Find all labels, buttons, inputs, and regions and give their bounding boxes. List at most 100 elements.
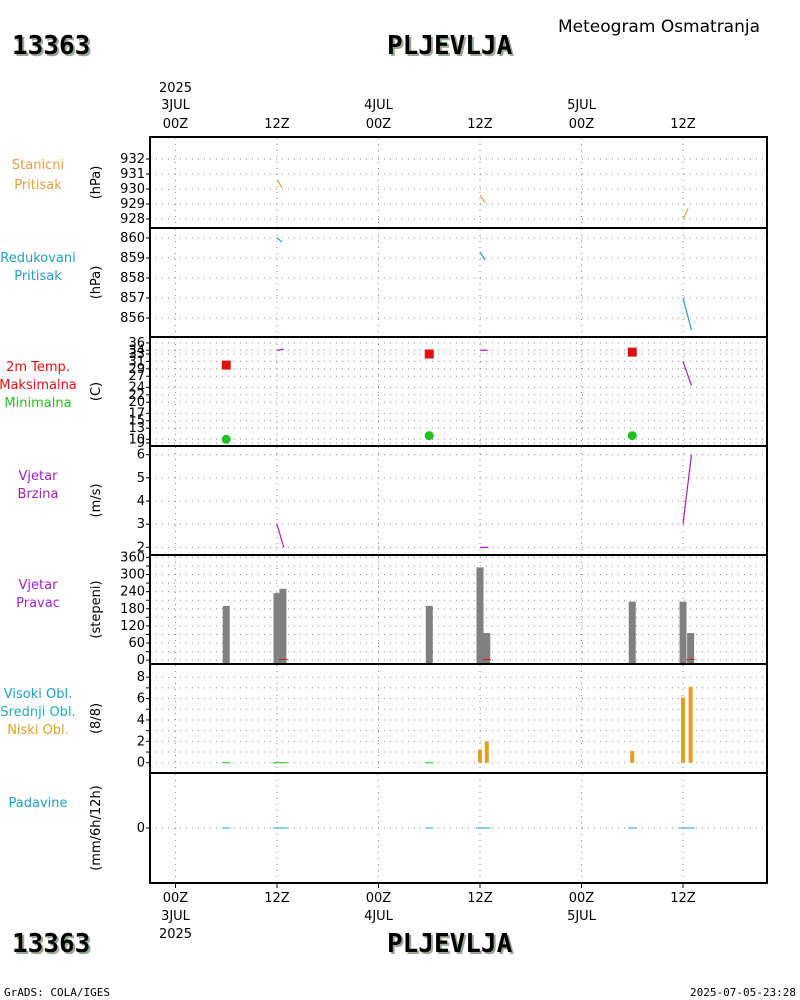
- panel-label: Niski Obl.: [7, 723, 69, 738]
- panel-label: Brzina: [18, 487, 59, 502]
- y-tick-label: 0: [137, 653, 145, 668]
- wind-direction-bar: [279, 588, 287, 663]
- station-name-shadow: PLJEVLJA: [389, 33, 515, 63]
- y-tick-label: 858: [120, 271, 145, 286]
- low-cloud-bar: [484, 741, 489, 763]
- tmax-point: [221, 360, 231, 370]
- y-tick-label: 360: [120, 550, 145, 565]
- panel-label: Pritisak: [14, 269, 62, 284]
- y-tick-label: 3: [137, 517, 145, 532]
- time-hour-bottom: 12Z: [467, 891, 493, 906]
- y-tick-label: 6: [137, 692, 145, 707]
- time-hour-bottom: 00Z: [163, 891, 189, 906]
- y-tick-label: 2: [137, 540, 145, 555]
- time-hour-top: 12Z: [467, 117, 493, 132]
- y-tick-label: 856: [120, 311, 145, 326]
- y-tick-label: 36: [128, 336, 145, 351]
- y-axis-unit: (8/8): [89, 703, 104, 734]
- time-hour-top: 00Z: [366, 117, 392, 132]
- time-date-top: 5JUL: [567, 98, 597, 113]
- time-year-top: 2025: [159, 81, 192, 96]
- panel-label: Redukovani: [0, 251, 75, 266]
- y-tick-label: 24: [128, 380, 145, 395]
- y-tick-label: 15: [128, 414, 145, 429]
- y-tick-label: 8: [137, 670, 145, 685]
- y-tick-label: 17: [128, 406, 145, 421]
- panel-label: Srednji Obl.: [0, 705, 75, 720]
- series-line: [276, 179, 283, 188]
- y-tick-label: 120: [120, 619, 145, 634]
- time-hour-bottom: 12Z: [264, 891, 290, 906]
- station-id-shadow: 13363: [14, 33, 92, 63]
- panel-label: Pritisak: [14, 178, 62, 193]
- time-date-bottom: 3JUL: [161, 909, 191, 924]
- y-tick-label: 34: [128, 343, 145, 358]
- y-axis-unit: (C): [89, 382, 104, 401]
- y-tick-label: 180: [120, 602, 145, 617]
- tmin-point: [627, 431, 637, 441]
- y-axis-unit: (mm/6h/12h): [89, 785, 104, 871]
- panel-label: Minimalna: [4, 396, 71, 411]
- wind-direction-bar: [687, 633, 695, 663]
- y-tick-label: 6: [137, 448, 145, 463]
- y-tick-label: 31: [128, 354, 145, 369]
- y-tick-label: 859: [120, 251, 145, 266]
- wind-direction-bar: [628, 601, 636, 663]
- footer-station-id: 13363: [12, 929, 90, 959]
- wind-direction-bar: [483, 633, 491, 663]
- panel-label: Pravac: [16, 596, 60, 611]
- wind-direction-bar: [273, 593, 281, 663]
- y-tick-label: 29: [128, 362, 145, 377]
- y-tick-label: 4: [137, 494, 145, 509]
- y-tick-label: 4: [137, 713, 145, 728]
- wind-direction-bar: [222, 605, 230, 663]
- panel-frame: [149, 445, 768, 556]
- y-tick-label: 20: [128, 395, 145, 410]
- footer-station-name: PLJEVLJA: [387, 929, 513, 959]
- chart-title: Meteogram Osmatranja: [558, 17, 760, 37]
- y-tick-label: 0: [137, 821, 145, 836]
- panel-label: Padavine: [9, 796, 68, 811]
- y-tick-label: 857: [120, 291, 145, 306]
- panel-frame: [149, 772, 768, 884]
- y-tick-label: 860: [120, 231, 145, 246]
- footer-station-id-shadow: 13363: [14, 931, 92, 961]
- series-line: [682, 454, 693, 525]
- low-cloud-bar: [681, 697, 685, 763]
- y-tick-label: 5: [137, 471, 145, 486]
- y-axis-unit: (hPa): [89, 166, 104, 200]
- series-line: [276, 237, 283, 243]
- y-tick-label: 27: [128, 369, 145, 384]
- time-hour-top: 00Z: [569, 117, 595, 132]
- time-date-top: 4JUL: [364, 98, 394, 113]
- time-date-bottom: 5JUL: [567, 909, 597, 924]
- y-tick-label: 931: [120, 167, 145, 182]
- y-tick-label: 33: [128, 347, 145, 362]
- panel-label: Visoki Obl.: [4, 687, 72, 702]
- software-credit: GrADS: COLA/IGES: [4, 986, 110, 999]
- wind-direction-bar: [425, 605, 433, 663]
- series-line: [682, 297, 693, 331]
- tmin-point: [424, 431, 434, 441]
- panel-label: Stanicni: [12, 158, 64, 173]
- y-tick-label: 9: [137, 436, 145, 451]
- series-line: [276, 348, 284, 351]
- time-date-top: 3JUL: [161, 98, 191, 113]
- y-tick-label: 930: [120, 182, 145, 197]
- series-line: [682, 208, 689, 220]
- y-axis-unit: (m/s): [89, 484, 104, 518]
- panel-frame: [149, 554, 768, 665]
- plot-area: 928929930931932(hPa)StanicniPritisak8568…: [0, 81, 768, 942]
- time-hour-top: 12Z: [670, 117, 696, 132]
- tmax-point: [424, 349, 434, 359]
- time-hour-bottom: 00Z: [366, 891, 392, 906]
- time-hour-bottom: 00Z: [569, 891, 595, 906]
- y-axis-unit: (hPa): [89, 266, 104, 300]
- y-tick-label: 10: [128, 432, 145, 447]
- series-line: [682, 361, 693, 386]
- series-line: [479, 251, 486, 261]
- panel-frame: [149, 663, 768, 774]
- panel-label: Vjetar: [19, 469, 59, 484]
- y-tick-label: 60: [128, 636, 145, 651]
